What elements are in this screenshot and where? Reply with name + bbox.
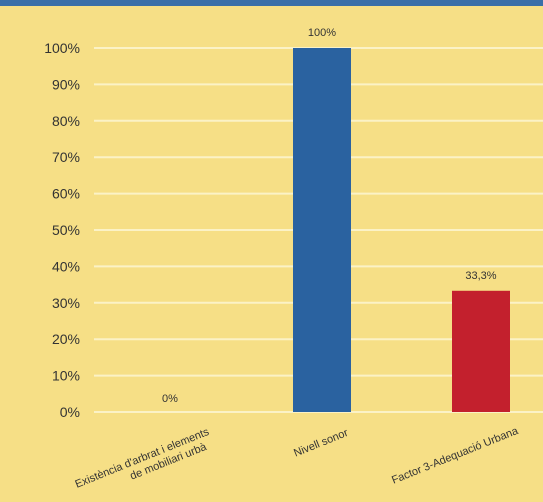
bar	[293, 48, 351, 412]
y-tick-label: 100%	[44, 40, 80, 56]
y-tick-label: 40%	[52, 258, 80, 274]
top-border	[0, 0, 543, 6]
y-axis-ticks: 0% 10% 20% 30% 40% 50% 60% 70% 80% 90% 100%	[44, 40, 80, 420]
y-tick-label: 70%	[52, 149, 80, 165]
bar	[452, 290, 510, 412]
bar-value-label: 0%	[162, 393, 178, 405]
bar-value-label: 33,3%	[465, 270, 496, 282]
y-tick-label: 30%	[52, 295, 80, 311]
bars	[293, 48, 510, 412]
y-tick-label: 0%	[60, 404, 80, 420]
y-tick-label: 50%	[52, 222, 80, 238]
y-tick-label: 10%	[52, 368, 80, 384]
y-tick-label: 80%	[52, 113, 80, 129]
y-tick-label: 60%	[52, 186, 80, 202]
y-tick-label: 90%	[52, 76, 80, 92]
y-tick-label: 20%	[52, 331, 80, 347]
bar-value-label: 100%	[308, 27, 336, 39]
value-labels: 0% 100% 33,3%	[162, 27, 497, 405]
